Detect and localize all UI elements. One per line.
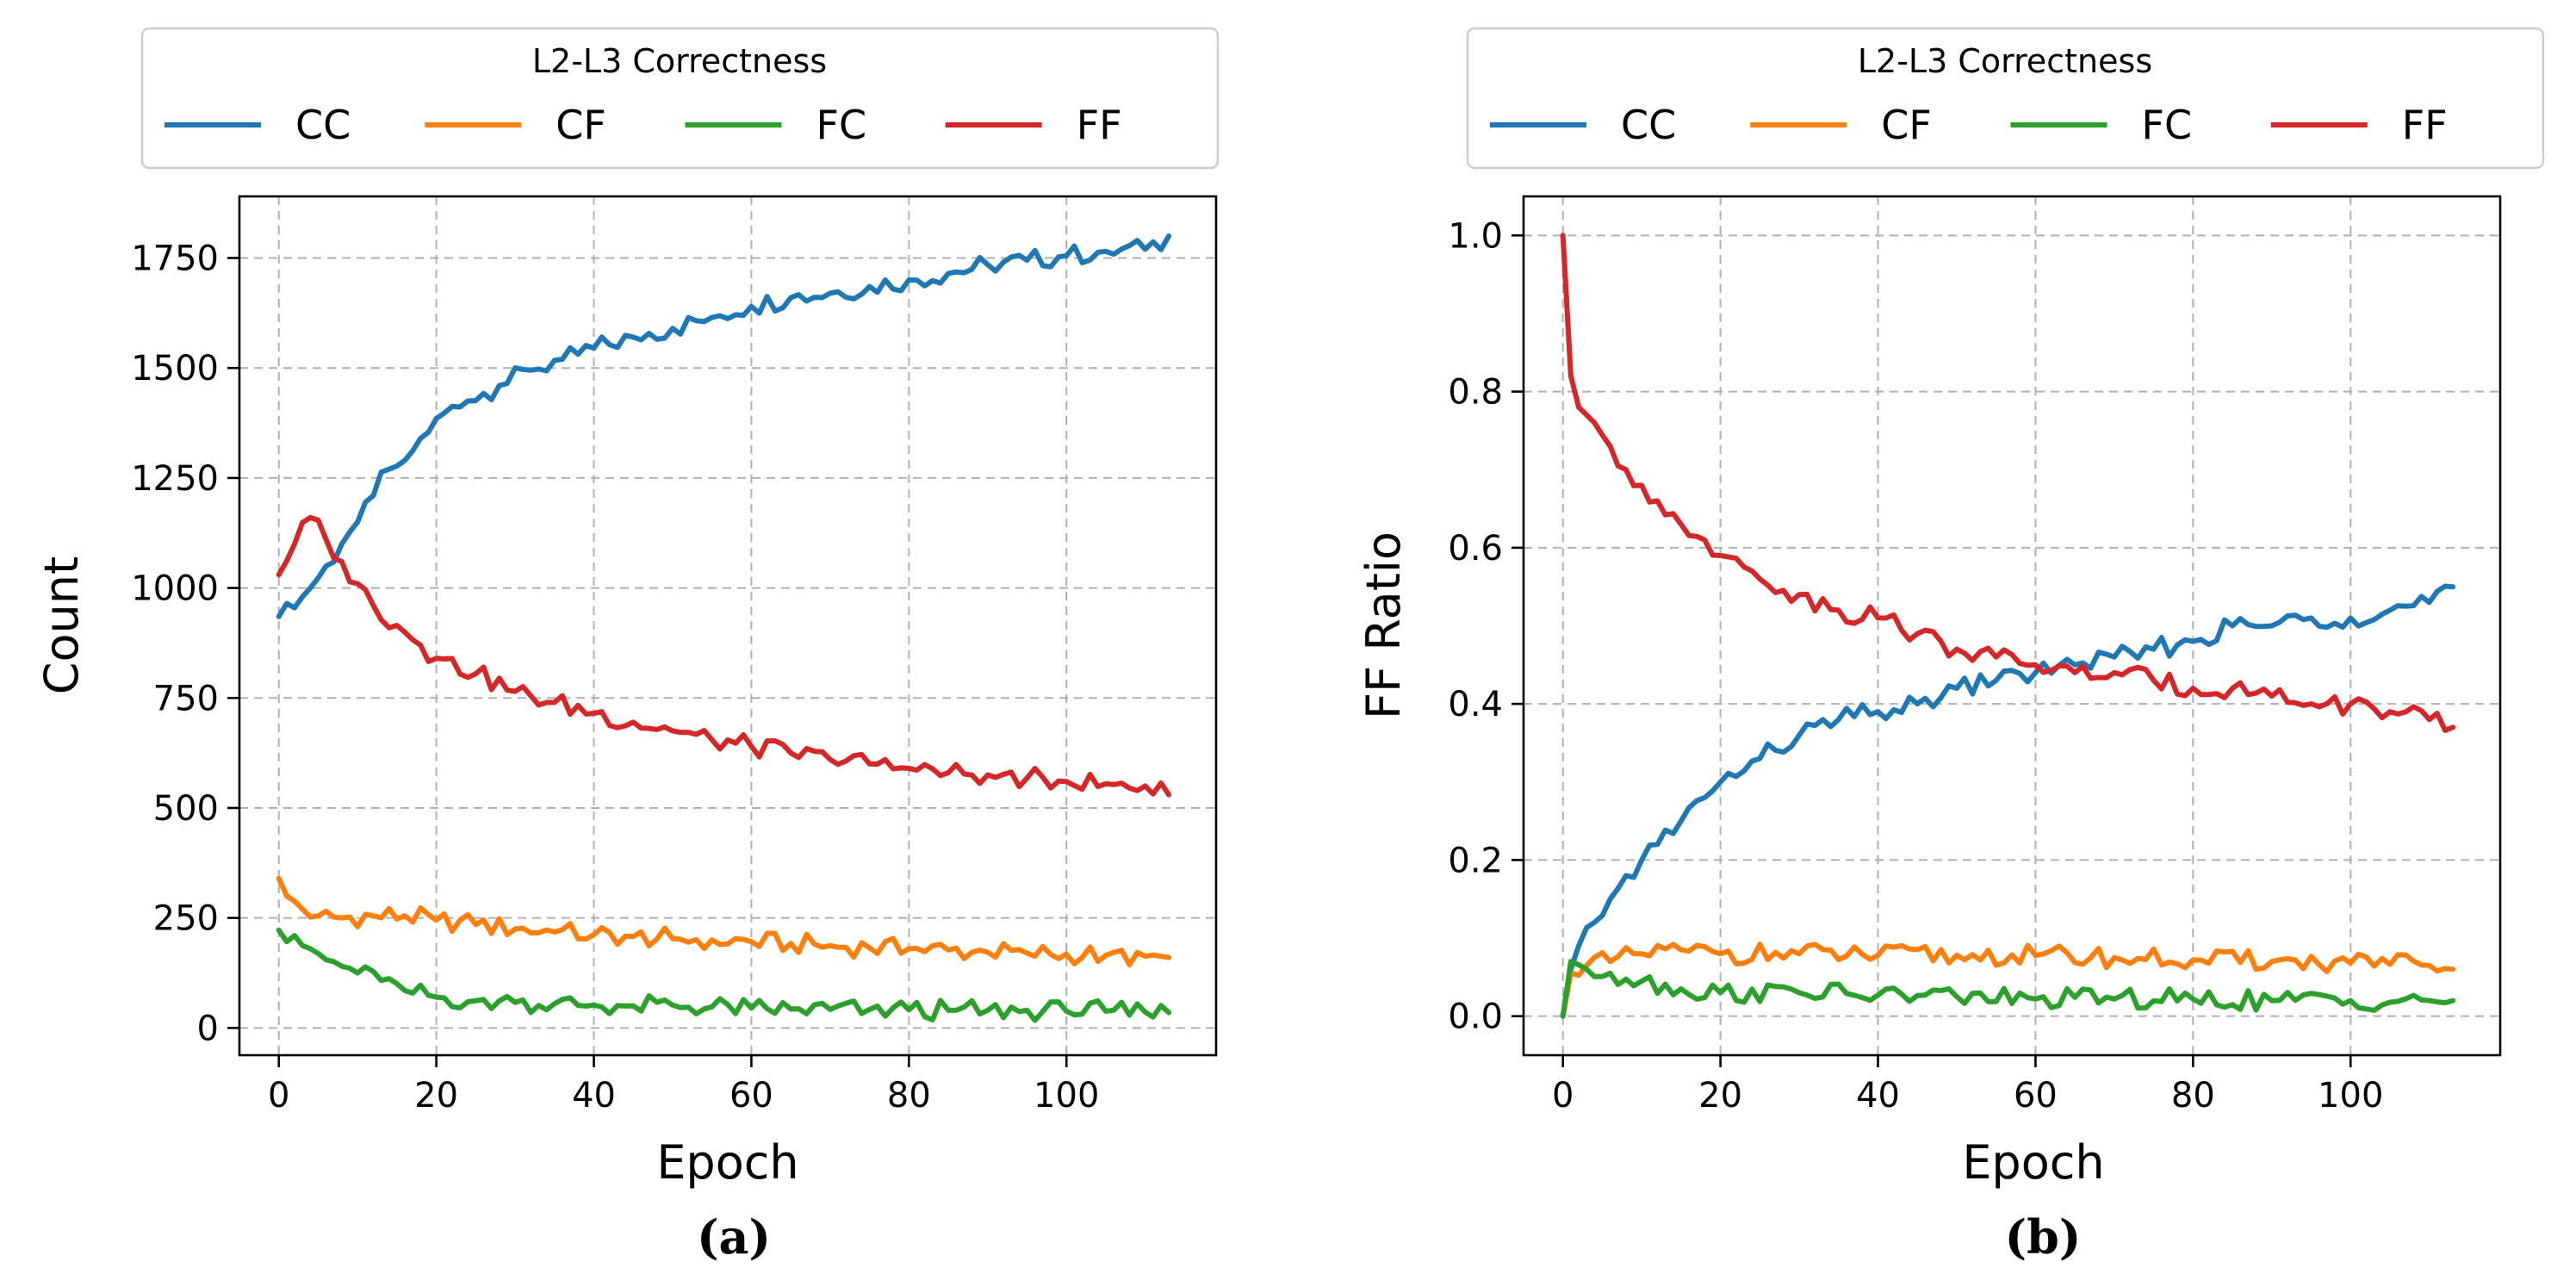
series-layer-b: [1560, 233, 2456, 1019]
y-tick-label: 0.2: [1448, 841, 1503, 880]
y-tick-label: 0: [197, 1009, 219, 1048]
x-tick-label: 40: [1856, 1076, 1900, 1116]
x-tick-label: 20: [414, 1076, 458, 1116]
y-tick-label: 500: [153, 789, 219, 829]
plot-frame-b: [1522, 195, 2502, 1057]
legend-label-ff: FF: [1077, 102, 1122, 148]
series-line-fc: [276, 927, 1172, 1023]
y-tick-label: 0.0: [1448, 997, 1503, 1037]
legend-label-cc: CC: [295, 102, 351, 148]
legend-title-a: L2-L3 Correctness: [532, 42, 827, 80]
legend-b: L2-L3 Correctness CC CF FC FF: [1466, 27, 2545, 170]
legend-item-cf: CF: [1750, 102, 1932, 148]
legend-a: L2-L3 Correctness CC CF FC FF: [140, 27, 1220, 170]
x-tick-label: 100: [1034, 1076, 1099, 1116]
legend-items-a: CC CF FC FF: [164, 102, 1122, 148]
x-tick-label: 100: [2318, 1076, 2383, 1116]
panel-label-b: (b): [2005, 1209, 2082, 1265]
x-tick-label: 0: [1552, 1076, 1574, 1116]
legend-label-cf: CF: [556, 102, 606, 148]
y-tick-label: 1.0: [1448, 216, 1503, 256]
legend-title-b: L2-L3 Correctness: [1858, 42, 2152, 80]
legend-label-fc: FC: [2142, 102, 2193, 148]
legend-item-ff: FF: [945, 102, 1122, 148]
legend-item-ff: FF: [2270, 102, 2448, 148]
legend-item-cc: CC: [1490, 102, 1676, 148]
legend-box-b: [1466, 27, 2545, 170]
legend-label-cf: CF: [1881, 102, 1932, 148]
legend-items-b: CC CF FC FF: [1490, 102, 2448, 148]
y-tick-label: 1750: [131, 239, 219, 279]
x-tick-label: 0: [268, 1076, 289, 1116]
series-layer-a: [276, 233, 1172, 1023]
series-line-ff: [276, 514, 1172, 798]
x-tick-label: 60: [729, 1076, 773, 1116]
legend-label-ff: FF: [2402, 102, 2448, 148]
legend-item-cf: CF: [425, 102, 606, 148]
series-line-cf: [1560, 942, 2456, 1019]
legend-label-fc: FC: [816, 102, 867, 148]
x-tick-label: 40: [572, 1076, 616, 1116]
legend-item-fc: FC: [685, 102, 867, 148]
legend-item-cc: CC: [164, 102, 351, 148]
series-line-fc: [1560, 959, 2456, 1019]
x-tick-label: 20: [1698, 1076, 1742, 1116]
legend-box-a: [140, 27, 1220, 170]
grid-lines-b: [1524, 196, 2500, 1055]
x-tick-label: 80: [887, 1076, 931, 1116]
y-axis-label-b: FF Ratio: [1356, 531, 1411, 719]
x-axis-label-a: Epoch: [656, 1135, 798, 1190]
y-tick-label: 1000: [131, 569, 219, 609]
series-line-ff: [1560, 233, 2456, 733]
x-axis-label-b: Epoch: [1962, 1135, 2104, 1190]
y-tick-label: 750: [153, 679, 219, 718]
y-tick-label: 1250: [131, 459, 219, 499]
series-line-cc: [276, 233, 1172, 619]
x-tick-label: 60: [2014, 1076, 2058, 1116]
series-line-cc: [1560, 583, 2456, 1019]
y-axis-label-a: Count: [34, 556, 89, 694]
legend-item-fc: FC: [2010, 102, 2193, 148]
grid-lines-a: [239, 196, 1216, 1055]
panel-label-a: (a): [697, 1209, 771, 1265]
y-tick-label: 1500: [131, 349, 219, 388]
ticks-b: 0 20 40 60 80 100 0.0 0.2 0.4 0.6 0.8 1.0: [1448, 216, 2383, 1116]
y-tick-label: 250: [153, 899, 219, 939]
legend-label-cc: CC: [1621, 102, 1676, 148]
plot-frame-a: [238, 195, 1218, 1057]
chart-panel-b: 0 20 40 60 80 100 0.0 0.2 0.4 0.6 0.8 1.0 Epoch FF …: [1356, 27, 2545, 1265]
y-tick-label: 0.6: [1448, 529, 1503, 569]
series-line-cf: [276, 875, 1172, 967]
y-tick-label: 0.8: [1448, 373, 1503, 413]
x-tick-label: 80: [2171, 1076, 2215, 1116]
y-tick-label: 0.4: [1448, 685, 1503, 724]
